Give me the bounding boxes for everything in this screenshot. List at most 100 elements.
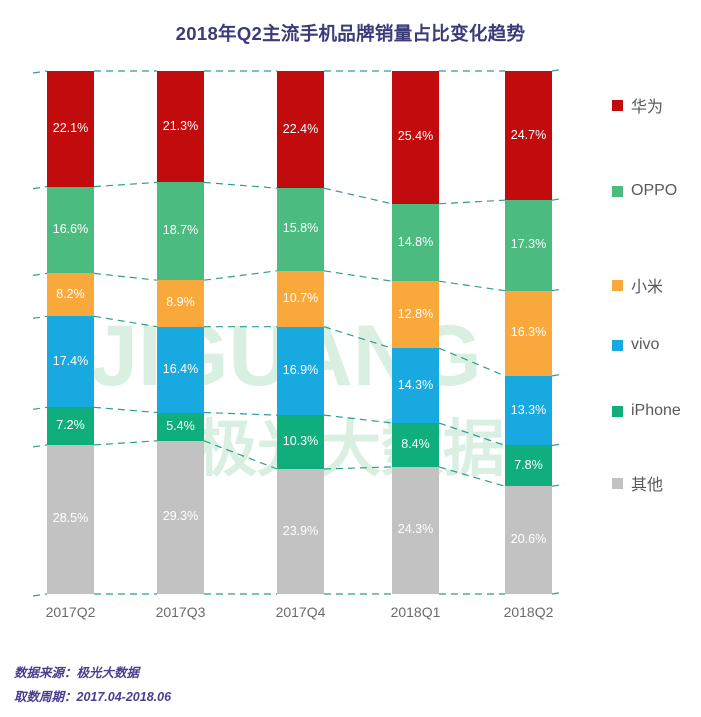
legend-label: OPPO (631, 182, 678, 199)
x-axis-label: 2018Q1 (390, 604, 441, 620)
bar-segment (47, 407, 94, 445)
connector-line (93, 315, 158, 328)
legend-swatch-icon (612, 477, 623, 489)
connector-line-stub (551, 68, 565, 72)
connector-line (93, 272, 158, 281)
connector-line-stub (32, 406, 48, 410)
legend-item-其他[interactable]: 其他 (612, 474, 663, 494)
bar-segment-label: 14.3% (397, 377, 434, 392)
bar-segment-label: 18.7% (162, 223, 199, 238)
connector-line-stub (32, 186, 48, 190)
bar-segment-label: 10.7% (282, 290, 319, 305)
connector-line-stub (32, 315, 48, 319)
bar-segment (505, 71, 552, 201)
bar-segment (277, 270, 324, 327)
bar-column: 25.4% 14.8% 12.8% 14.3% 8.4% 24.3% (392, 71, 439, 594)
bar-segment (277, 415, 324, 469)
x-axis-label: 2017Q4 (275, 604, 326, 620)
bar-segment-label: 14.8% (397, 234, 434, 249)
x-axis-label: 2017Q2 (45, 604, 96, 620)
bar-segment-label: 23.9% (282, 523, 319, 538)
bar-segment (277, 188, 324, 271)
bar-segment-label: 17.3% (510, 237, 547, 252)
bar-segment (157, 182, 204, 281)
connector-line-stub (32, 272, 48, 276)
bar-segment (157, 326, 204, 413)
bar-segment (277, 469, 324, 594)
bar-segment (392, 422, 439, 467)
bar-segment-label: 25.4% (397, 129, 434, 144)
bar-segment-label: 10.3% (282, 434, 319, 449)
bar-segment (277, 71, 324, 189)
bar-segment-label: 16.6% (52, 221, 89, 236)
bar-segment-label: 7.8% (514, 457, 543, 472)
bar-segment (392, 203, 439, 282)
bar-segment-label: 7.2% (56, 418, 85, 433)
bar-segment-label: 13.3% (510, 402, 547, 417)
bar-segment (505, 445, 552, 487)
x-axis-label: 2018Q2 (503, 604, 554, 620)
legend-item-oppo[interactable]: OPPO (612, 182, 677, 200)
bar-segment (392, 348, 439, 423)
bar-segment-label: 22.4% (282, 121, 319, 136)
bar-segment (47, 316, 94, 408)
legend-item-iphone[interactable]: iPhone (612, 402, 681, 420)
bar-segment-label: 16.9% (282, 362, 319, 377)
bar-segment-label: 22.1% (52, 120, 89, 135)
connector-line (203, 181, 278, 189)
bar-segment-label: 24.7% (510, 127, 547, 142)
bar-segment (392, 466, 439, 594)
page-title: 2018年Q2主流手机品牌销量占比变化趋势 (175, 23, 526, 44)
bar-column: 22.4% 15.8% 10.7% 16.9% 10.3% 23.9% (277, 71, 324, 594)
bar-segment (277, 326, 324, 416)
bar-segment (505, 375, 552, 446)
connector-line-stub (551, 197, 565, 201)
connector-line-stub (32, 444, 48, 448)
bar-column: 24.7% 17.3% 16.3% 13.3% 7.8% 20.6% (505, 71, 552, 594)
connector-line (93, 440, 158, 446)
connector-line (93, 181, 158, 188)
connector-line-stub (551, 483, 565, 487)
footer-source: 数据来源：极光大数据 (14, 666, 140, 680)
connector-line-stub (551, 591, 565, 595)
bar-segment-label: 29.3% (162, 509, 199, 524)
bar-segment (157, 71, 204, 183)
connector-line-stub (551, 288, 565, 292)
legend-swatch-icon (612, 185, 623, 197)
bar-segment-label: 8.2% (56, 286, 85, 301)
connector-line (203, 411, 278, 416)
bar-segment-label: 21.3% (162, 118, 199, 133)
bar-segment-label: 16.4% (162, 361, 199, 376)
legend-label: iPhone (631, 402, 681, 419)
bar-segment (47, 186, 94, 274)
bar-segment (157, 412, 204, 441)
connector-line (203, 270, 278, 281)
bar-segment (392, 281, 439, 349)
bar-segment (505, 290, 552, 376)
legend-label: 小米 (631, 279, 664, 296)
bar-segment-label: 17.4% (52, 353, 89, 368)
bar-segment-label: 12.8% (397, 306, 434, 321)
legend-label: vivo (631, 336, 660, 353)
legend-swatch-icon (612, 339, 623, 351)
legend-swatch-icon (612, 99, 623, 111)
legend-item-vivo[interactable]: vivo (612, 336, 659, 354)
bar-segment (157, 280, 204, 327)
legend-item-小米[interactable]: 小米 (612, 276, 664, 296)
bar-segment-label: 28.5% (52, 511, 89, 526)
bar-segment (47, 444, 94, 594)
bar-segment (47, 273, 94, 317)
bar-segment-label: 15.8% (282, 221, 319, 236)
legend-swatch-icon (612, 405, 623, 417)
x-axis-label: 2017Q3 (155, 604, 206, 620)
legend-label: 华为 (631, 99, 664, 116)
bar-segment (392, 71, 439, 204)
legend-item-华为[interactable]: 华为 (612, 96, 664, 116)
bar-segment-label: 24.3% (397, 522, 434, 537)
footer-period: 取数周期：2017.04-2018.06 (14, 690, 172, 704)
bar-segment (505, 486, 552, 594)
connector-line-stub (551, 442, 565, 447)
